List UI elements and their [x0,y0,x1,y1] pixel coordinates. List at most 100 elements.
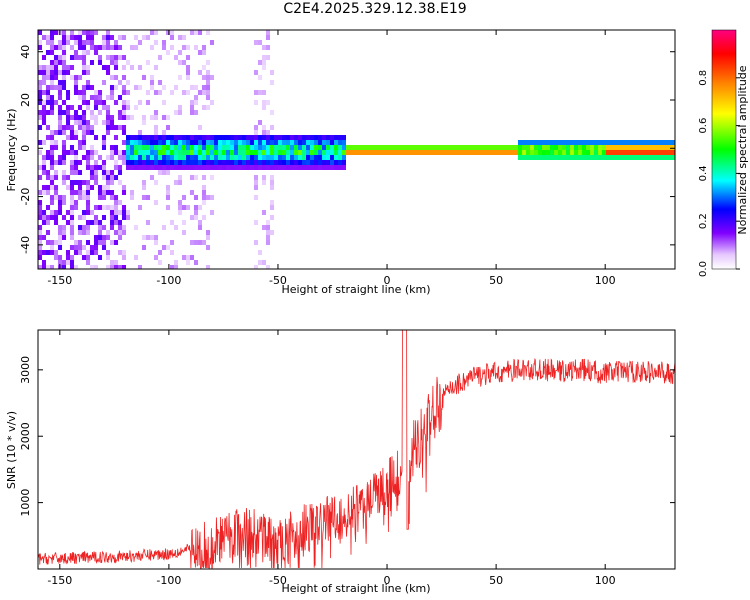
spectrogram-cell [422,145,426,150]
spectrogram-cell [262,155,266,160]
spectrogram-cell [62,140,66,145]
spectrogram-cell [90,40,94,45]
spectrogram-cell [298,150,302,155]
spectrogram-cell [498,145,502,150]
spectrogram-cell [118,265,122,269]
spectrogram-cell [66,95,70,100]
spectrogram-cell [254,165,258,170]
spectrogram-cell [306,165,310,170]
spectrogram-cell [254,155,258,160]
spectrogram-cell [574,155,578,160]
spectrogram-cell [50,155,54,160]
spectrogram-cell [454,150,458,155]
spectrogram-cell [270,160,274,165]
spectrogram-cell [206,80,210,85]
spectrogram-cell [86,255,90,260]
colorbar: 0.00.20.40.60.8 Normalized spectral ampl… [698,29,749,277]
spectrogram-cell [182,205,186,210]
spectrogram-cell [74,115,78,120]
spectrogram-cell [90,245,94,250]
spectrogram-cell [78,225,82,230]
spectrogram-cell [254,180,258,185]
spectrogram-cell [254,195,258,200]
spectrogram-cell [342,155,346,160]
y-tick-label: -20 [19,188,32,206]
spectrogram-cell [186,260,190,265]
spectrogram-cell [126,90,130,95]
spectrogram-cell [286,140,290,145]
spectrogram-cell [38,190,42,195]
spectrogram-cell [650,140,654,145]
spectrogram-cell [302,135,306,140]
spectrogram-cell [106,45,110,50]
spectrogram-cell [634,145,638,150]
spectrogram-cell [142,150,146,155]
spectrogram-cell [198,150,202,155]
spectrogram-cell [42,190,46,195]
spectrogram-cell [50,135,54,140]
spectrogram-cell [318,140,322,145]
spectrogram-cell [62,145,66,150]
spectrogram-cell [106,265,110,269]
spectrogram-cell [262,130,266,135]
spectrogram-cell [78,185,82,190]
spectrogram-cell [198,30,202,35]
spectrogram-cell [230,165,234,170]
spectrogram-cell [178,50,182,55]
spectrogram-cell [206,235,210,240]
spectrogram-cell [50,65,54,70]
spectrogram-cell [494,150,498,155]
spectrogram-cell [166,245,170,250]
spectrogram-cell [114,165,118,170]
spectrogram-cell [46,85,50,90]
spectrogram-cell [122,215,126,220]
spectrogram-cell [314,150,318,155]
spectrogram-cell [70,45,74,50]
spectrogram-cell [162,160,166,165]
spectrogram-cell [150,165,154,170]
spectrogram-cell [546,155,550,160]
spectrogram-cell [78,35,82,40]
spectrogram-cell [102,205,106,210]
spectrogram-cell [202,75,206,80]
spectrogram-cell [622,140,626,145]
spectrogram-cell [238,145,242,150]
spectrogram-cell [102,225,106,230]
spectrogram-cell [594,150,598,155]
spectrogram-cell [310,160,314,165]
spectrogram-cell [170,90,174,95]
spectrogram-cell [98,165,102,170]
spectrogram-cell [102,190,106,195]
spectrogram-cell [62,55,66,60]
spectrogram-cell [114,175,118,180]
spectrogram-cell [246,155,250,160]
spectrogram-cell [618,155,622,160]
spectrogram-cell [546,140,550,145]
spectrogram-cell [154,200,158,205]
spectrogram-cell [130,165,134,170]
spectrogram-cell [194,240,198,245]
spectrogram-cell [574,140,578,145]
spectrogram-cell [602,140,606,145]
colorbar-label: Normalized spectral amplitude [736,65,749,234]
spectrogram-cell [142,155,146,160]
spectrogram-cell [182,195,186,200]
spectrogram-cell [282,155,286,160]
spectrogram-cell [110,180,114,185]
spectrogram-cell [190,30,194,35]
spectrogram-cell [186,165,190,170]
spectrogram-cell [322,155,326,160]
x-tick-label: -100 [156,574,181,587]
spectrogram-cell [486,150,490,155]
spectrogram-cell [38,215,42,220]
spectrogram-cell [50,60,54,65]
spectrogram-cell [86,205,90,210]
spectrogram-cell [270,175,274,180]
spectrogram-cell [142,115,146,120]
spectrogram-cell [42,120,46,125]
spectrogram-cell [130,135,134,140]
spectrogram-cell [622,145,626,150]
spectrogram-cell [114,215,118,220]
spectrogram-cell [138,145,142,150]
spectrogram-cell [162,150,166,155]
